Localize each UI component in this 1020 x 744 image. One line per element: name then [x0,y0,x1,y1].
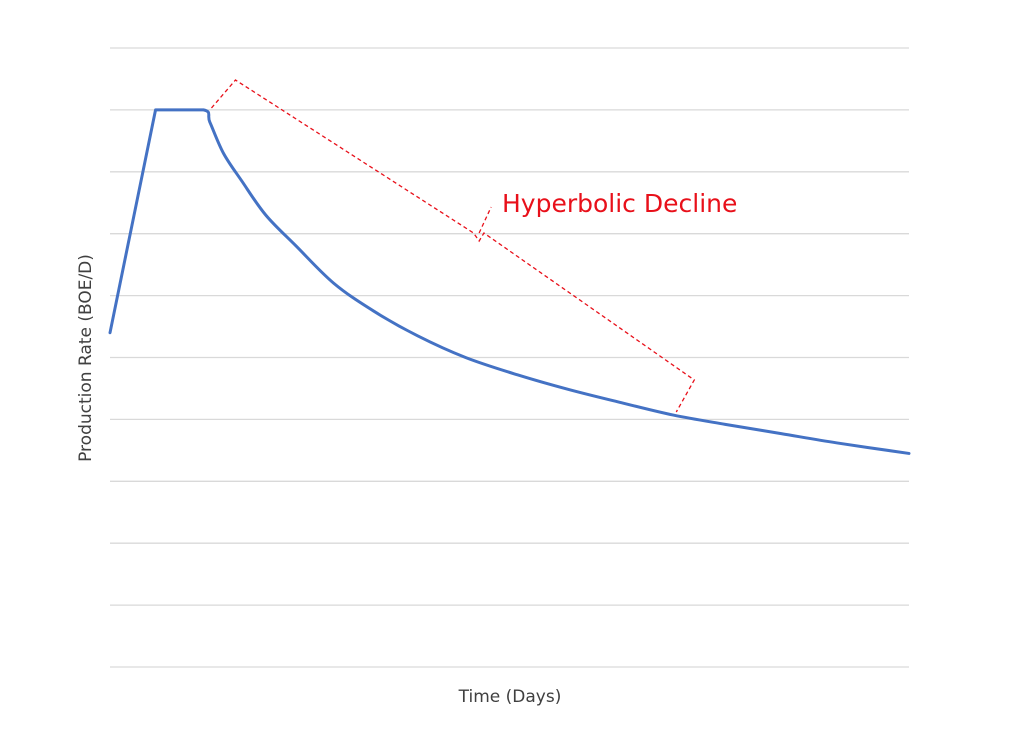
y-axis-label: Production Rate (BOE/D) [76,254,96,462]
gridlines [110,47,909,668]
annotation-bracket [210,79,696,413]
x-axis-label: Time (Days) [458,687,562,707]
annotation-layer: Hyperbolic Decline [210,79,737,413]
production-rate-line [108,108,911,455]
annotation-label: Hyperbolic Decline [502,189,737,218]
annotation-leader [478,206,492,234]
series-layer [108,108,911,455]
